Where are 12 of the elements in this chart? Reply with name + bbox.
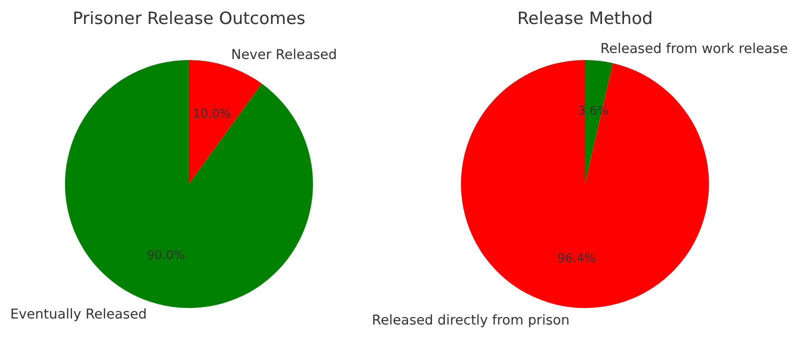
slice-label: Eventually Released [10, 306, 147, 322]
data-label: 96.4% [558, 251, 596, 266]
chart-title: Prisoner Release Outcomes [72, 9, 306, 29]
pie-slice [461, 60, 709, 308]
pie-slice [189, 60, 262, 184]
slice-label: Never Released [231, 47, 338, 63]
data-label: 10.0% [192, 106, 232, 120]
slice-label: Released from work release [600, 41, 788, 58]
slice-label: Released directly from prison [372, 312, 570, 328]
pie-slice [65, 60, 313, 308]
data-label: 90.0% [146, 248, 186, 262]
chart-title: Release Method [517, 9, 653, 29]
